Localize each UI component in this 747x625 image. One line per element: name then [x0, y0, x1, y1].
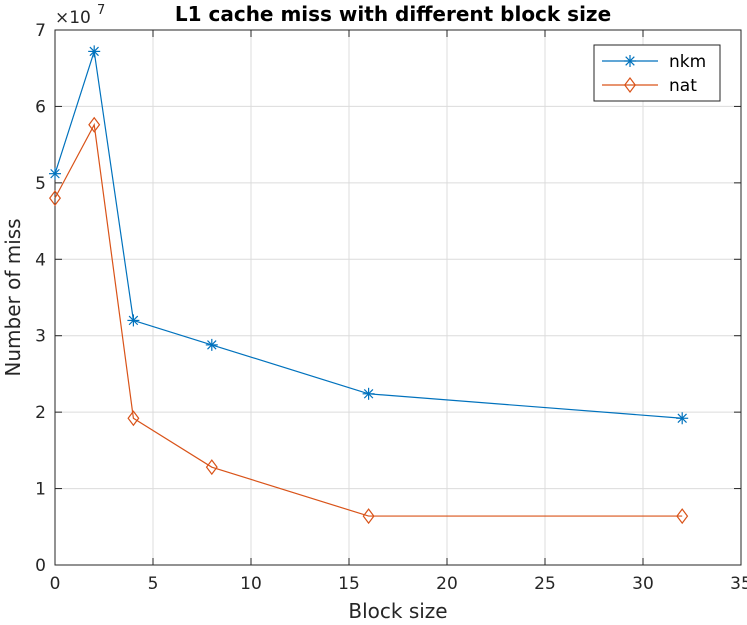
data-point [362, 508, 375, 525]
legend: nkm nat [593, 44, 721, 102]
legend-box [593, 44, 721, 102]
x-tick-label: 35 [730, 574, 747, 594]
data-point [676, 508, 689, 525]
data-point [127, 314, 140, 327]
ticks: 0 5 10 15 20 25 30 35 0 1 2 3 4 5 6 7 [35, 21, 747, 594]
x-tick-label: 25 [534, 574, 556, 594]
legend-label: nkm [669, 52, 706, 72]
legend-label: nat [669, 76, 697, 96]
x-tick-label: 5 [148, 574, 159, 594]
y-tick-label: 3 [35, 327, 46, 347]
data-point [624, 77, 636, 93]
y-axis-exponent: ×10 7 [55, 3, 105, 28]
series [49, 45, 689, 525]
series-line-nkm [54, 51, 683, 419]
y-tick-label: 7 [35, 21, 46, 41]
data-point [205, 338, 218, 351]
x-tick-label: 30 [632, 574, 654, 594]
axes [54, 29, 742, 566]
y-exponent-base: ×10 [55, 8, 91, 28]
x-tick-label: 0 [50, 574, 61, 594]
y-tick-label: 5 [35, 174, 46, 194]
data-point [88, 45, 101, 58]
x-axis-label: Block size [348, 599, 447, 623]
y-tick-label: 1 [35, 480, 46, 500]
data-point [88, 116, 101, 133]
data-point [49, 190, 61, 207]
x-tick-label: 10 [240, 574, 262, 594]
grid [55, 30, 741, 565]
series-line-nat [54, 122, 683, 517]
data-point [624, 55, 636, 67]
data-point [362, 387, 375, 400]
y-axis-label: Number of miss [1, 218, 25, 376]
data-point [676, 412, 689, 425]
y-tick-label: 2 [35, 403, 46, 423]
data-point [49, 167, 61, 180]
chart-title: L1 cache miss with different block size [175, 2, 611, 26]
plot-frame [54, 29, 742, 566]
y-exponent-power: 7 [97, 3, 105, 18]
y-tick-label: 0 [35, 556, 46, 576]
x-tick-label: 15 [338, 574, 360, 594]
y-tick-label: 6 [35, 97, 46, 117]
y-tick-label: 4 [35, 250, 46, 270]
data-point [127, 410, 140, 427]
x-tick-label: 20 [436, 574, 458, 594]
data-point [205, 459, 218, 476]
